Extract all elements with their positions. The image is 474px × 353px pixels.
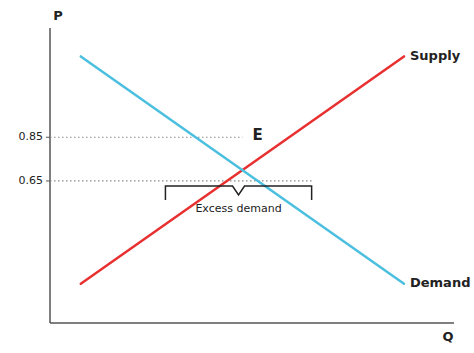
series-line <box>81 56 404 283</box>
y-axis-line <box>49 28 51 323</box>
chart: 0.65 0.85 Supply Demand E Excess demand P Q <box>0 0 474 353</box>
y-axis-label: P <box>53 8 63 23</box>
y-tick <box>46 180 50 181</box>
y-tick-label: 0.85 <box>19 130 44 143</box>
x-axis-line <box>50 322 454 324</box>
excess-brace <box>165 186 311 200</box>
price-floor-guide <box>50 180 312 181</box>
excess-label: Excess demand <box>195 202 281 215</box>
series-line <box>81 56 404 283</box>
series-label: Demand <box>410 275 471 290</box>
x-axis-label: Q <box>442 329 453 344</box>
series-label: Supply <box>410 48 461 63</box>
plot-area <box>50 56 404 283</box>
equilibrium-guide <box>50 137 242 138</box>
y-tick-label: 0.65 <box>19 174 44 187</box>
y-tick <box>46 137 50 138</box>
equilibrium-label: E <box>252 126 262 144</box>
